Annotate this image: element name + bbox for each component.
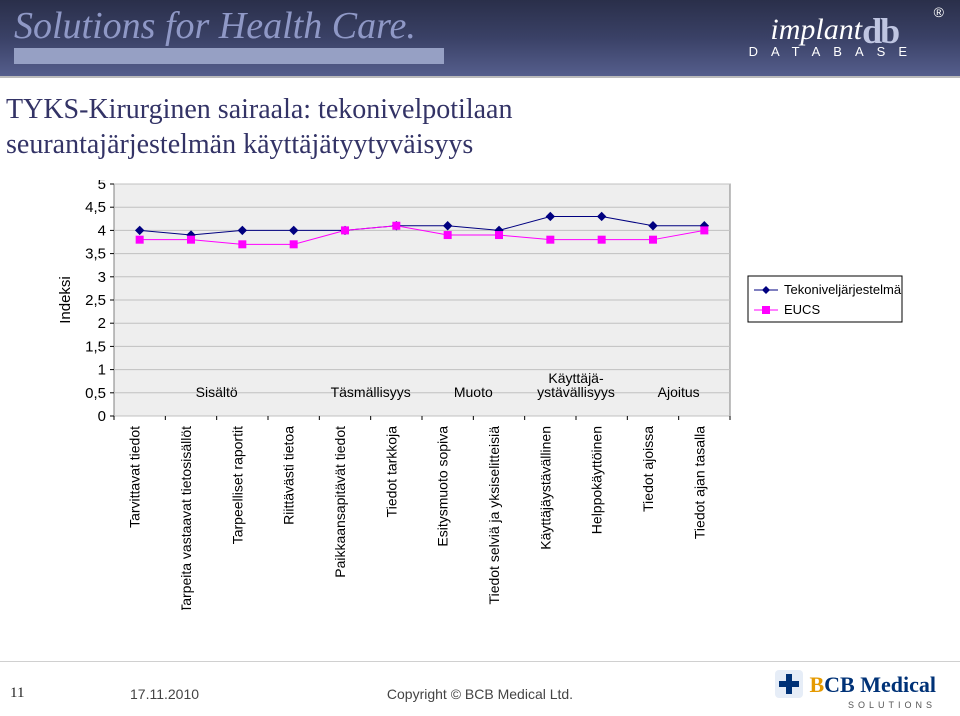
svg-text:Tiedot ajoissa: Tiedot ajoissa <box>640 426 656 512</box>
slogan: Solutions for Health Care. <box>14 4 416 48</box>
svg-text:1,5: 1,5 <box>85 338 106 355</box>
chart-svg: 0 0,5 1 1,5 2 2,5 3 3,5 4 4,5 5 Indeksi Sisältö Täsmä… <box>56 180 904 610</box>
svg-text:Riittävästi tietoa: Riittävästi tietoa <box>281 426 297 525</box>
svg-text:Indeksi: Indeksi <box>57 276 74 324</box>
svg-text:EUCS: EUCS <box>784 302 820 317</box>
svg-text:ystävällisyys: ystävällisyys <box>537 384 615 400</box>
svg-text:Tarpeita vastaavat tietosisäll: Tarpeita vastaavat tietosisällöt <box>178 426 194 610</box>
svg-text:4,5: 4,5 <box>85 199 106 216</box>
svg-text:Täsmällisyys: Täsmällisyys <box>331 384 411 400</box>
svg-text:0,5: 0,5 <box>85 385 106 402</box>
title-line2: seurantajärjestelmän käyttäjätyytyväisyy… <box>6 129 473 160</box>
svg-text:3,5: 3,5 <box>85 246 106 263</box>
svg-text:Käyttäjäystävällinen: Käyttäjäystävällinen <box>537 426 553 550</box>
svg-text:Tiedot ajan tasalla: Tiedot ajan tasalla <box>691 426 707 539</box>
footer-logo: BCB Medical SOLUTIONS <box>775 672 936 710</box>
cross-icon <box>775 670 803 698</box>
svg-text:Esitysmuoto sopiva: Esitysmuoto sopiva <box>435 426 451 547</box>
logo-reg: ® <box>934 4 944 20</box>
logo-db: db <box>862 11 898 51</box>
svg-text:2,5: 2,5 <box>85 292 106 309</box>
svg-text:3: 3 <box>98 269 106 286</box>
svg-text:1: 1 <box>98 362 106 379</box>
svg-text:2: 2 <box>98 315 106 332</box>
footer: 11 17.11.2010 Copyright © BCB Medical Lt… <box>0 661 960 716</box>
svg-text:Tiedot selviä ja yksiselitteis: Tiedot selviä ja yksiselitteisiä <box>486 426 502 605</box>
slogan-strip <box>14 48 444 64</box>
page-title: TYKS-Kirurginen sairaala: tekonivelpotil… <box>6 92 706 162</box>
svg-text:4: 4 <box>98 222 106 239</box>
svg-text:5: 5 <box>98 180 106 193</box>
logo-implantdb: implantdb ® DATABASE <box>749 6 920 59</box>
svg-text:Ajoitus: Ajoitus <box>658 384 700 400</box>
title-line1: TYKS-Kirurginen sairaala: tekonivelpotil… <box>6 94 512 125</box>
svg-text:Paikkaansapitävät tiedot: Paikkaansapitävät tiedot <box>332 426 348 578</box>
svg-text:Muoto: Muoto <box>454 384 493 400</box>
svg-text:Helppokäyttöinen: Helppokäyttöinen <box>589 426 605 534</box>
header: Solutions for Health Care. implantdb ® D… <box>0 0 960 78</box>
svg-text:Tarpeelliset raportit: Tarpeelliset raportit <box>229 426 245 544</box>
svg-text:Tekoniveljärjestelmä: Tekoniveljärjestelmä <box>784 282 902 297</box>
svg-text:Sisältö: Sisältö <box>196 384 238 400</box>
logo-implant: implant <box>770 13 862 46</box>
svg-text:0: 0 <box>98 408 106 425</box>
svg-text:Tiedot tarkkoja: Tiedot tarkkoja <box>383 426 399 518</box>
svg-text:Tarvittavat tiedot: Tarvittavat tiedot <box>127 426 143 528</box>
chart: 0 0,5 1 1,5 2 2,5 3 3,5 4 4,5 5 Indeksi Sisältö Täsmä… <box>56 180 904 610</box>
footer-logo-tag: SOLUTIONS <box>775 700 936 710</box>
